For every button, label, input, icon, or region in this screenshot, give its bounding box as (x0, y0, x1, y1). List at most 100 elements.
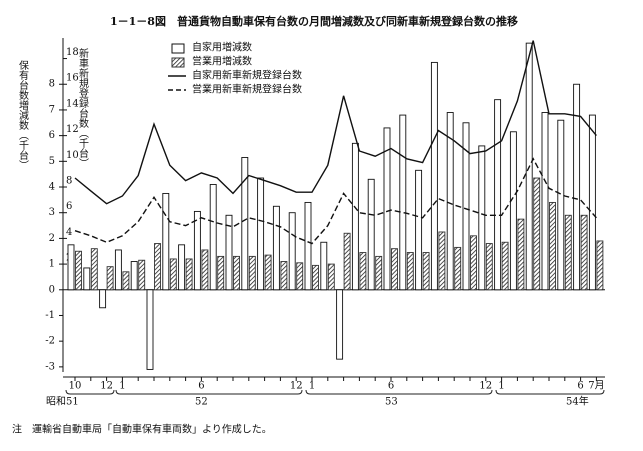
bar (90, 248, 98, 291)
y2-tick-label: 10 (66, 150, 79, 161)
bar (564, 214, 572, 291)
bar (225, 214, 233, 291)
y-tick-label: -3 (45, 361, 55, 372)
bar (169, 258, 177, 291)
bar (438, 231, 446, 291)
bar (454, 246, 462, 291)
y2-tick-label: 6 (66, 201, 72, 212)
bar (193, 210, 201, 291)
bar (154, 243, 161, 291)
y-tick-label: 8 (49, 79, 55, 90)
bar (446, 112, 454, 291)
legend-swatch (171, 43, 185, 54)
year-label: 52 (195, 397, 208, 408)
bar (399, 114, 407, 291)
y-tick-label: -1 (45, 310, 55, 321)
bar (501, 241, 509, 291)
bar (106, 266, 114, 291)
line-series (74, 40, 597, 205)
bar (296, 262, 304, 291)
x-tick-label: 10 (69, 381, 82, 392)
legend-label: 自家用新車新規登録台数 (192, 69, 302, 82)
y2-tick-label: 14 (66, 98, 79, 109)
bar (201, 249, 209, 291)
bar (406, 252, 414, 291)
bar (138, 259, 146, 291)
bar (351, 142, 359, 291)
bar (478, 145, 486, 291)
bar (327, 263, 335, 291)
bar (422, 252, 430, 291)
bar (130, 261, 138, 291)
year-label: 54年 (566, 395, 589, 408)
y-tick-label: 7 (49, 104, 55, 115)
x-tick-label: 12 (290, 381, 303, 392)
bar (470, 235, 477, 291)
bar (75, 250, 82, 291)
note: 注 運輸省自動車局「自動車保有車両数」より作成した。 (12, 423, 272, 436)
bar (257, 177, 265, 291)
bar (509, 131, 517, 291)
bar (67, 244, 75, 291)
bar (178, 244, 186, 291)
x-tick-label: 6 (577, 381, 583, 392)
bar (533, 177, 541, 291)
bar (217, 255, 225, 291)
x-tick-label: 1 (498, 381, 504, 392)
bar (185, 258, 193, 291)
y2-tick-label: 18 (66, 47, 79, 58)
bar (209, 183, 217, 291)
bar (264, 254, 272, 291)
year-brackets (65, 389, 605, 395)
x-tick-label: 12 (479, 381, 492, 392)
bar (114, 249, 122, 291)
bar (122, 271, 130, 291)
year-label: 53 (385, 397, 398, 408)
bar (494, 99, 502, 291)
bar (359, 252, 367, 291)
bar (272, 205, 280, 291)
y2-tick-label: 8 (66, 176, 72, 187)
bar (383, 127, 391, 291)
legend-label: 自家用増減数 (192, 41, 252, 54)
bar (549, 201, 556, 291)
bar (573, 83, 581, 291)
bar (312, 264, 319, 291)
y-tick-label: 1 (49, 259, 55, 270)
legend-swatch (171, 57, 185, 68)
bar (304, 201, 312, 291)
y-tick-label: 5 (49, 156, 55, 167)
bar (162, 192, 170, 291)
bar (596, 240, 604, 291)
y-tick-label: 2 (49, 233, 55, 244)
bar (367, 178, 375, 291)
bar (588, 114, 596, 291)
y-tick-label: 6 (49, 130, 55, 141)
chart-title: 1－1－8図 普通貨物自動車保有台数の月間増減数及び同新車新規登録台数の推移 (110, 14, 518, 28)
x-tick-label: 6 (388, 381, 394, 392)
bar (415, 169, 423, 291)
bar (280, 261, 288, 291)
y-tick-label: 3 (49, 207, 55, 218)
bar (83, 267, 91, 291)
y-axis-label: 保有台数増減数（千台） (17, 59, 29, 170)
bar (336, 289, 344, 360)
year-label: 昭和51 (46, 396, 79, 408)
bar (485, 243, 493, 291)
bar (99, 289, 107, 309)
bar (320, 241, 328, 291)
y2-tick-label: 16 (66, 73, 79, 84)
line-series (74, 157, 597, 245)
bar (430, 61, 438, 291)
bar (248, 255, 256, 291)
y-tick-label: 4 (49, 182, 55, 193)
bar (233, 255, 240, 291)
bar (580, 214, 588, 291)
legend-label: 営業用新車新規登録台数 (192, 83, 302, 96)
bar (541, 112, 549, 291)
bar (146, 289, 154, 370)
legend-label: 営業用増減数 (192, 55, 252, 68)
x-tick-label: 1 (119, 381, 125, 392)
x-tick-label: 7月 (588, 380, 604, 392)
